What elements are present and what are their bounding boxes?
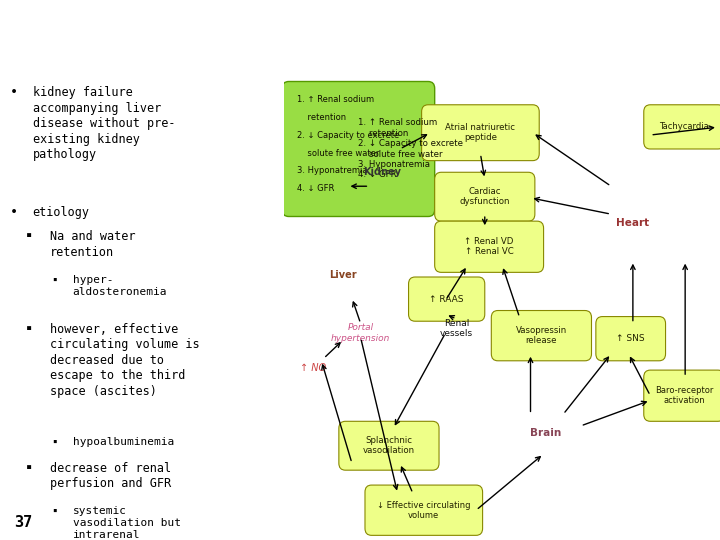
Text: Renal
vessels: Renal vessels bbox=[440, 319, 473, 338]
Text: ↑ NO: ↑ NO bbox=[300, 363, 325, 373]
Text: ↑ SNS: ↑ SNS bbox=[616, 334, 645, 343]
Text: ▪: ▪ bbox=[26, 230, 32, 240]
Text: Kidney: Kidney bbox=[364, 167, 402, 177]
Text: Liver: Liver bbox=[329, 269, 357, 280]
Text: ▪: ▪ bbox=[53, 437, 57, 446]
FancyBboxPatch shape bbox=[644, 105, 720, 149]
Text: kidney failure
accompanying liver
disease without pre-
existing kidney
pathology: kidney failure accompanying liver diseas… bbox=[32, 86, 175, 161]
FancyBboxPatch shape bbox=[644, 370, 720, 421]
FancyBboxPatch shape bbox=[435, 172, 535, 221]
FancyBboxPatch shape bbox=[282, 82, 435, 217]
Text: 3. Hyponatremia: 3. Hyponatremia bbox=[297, 166, 368, 175]
Text: ▪: ▪ bbox=[53, 275, 57, 284]
Text: systemic
vasodilation but
intrarenal
vasoconstriction: systemic vasodilation but intrarenal vas… bbox=[73, 506, 181, 540]
Text: 37: 37 bbox=[14, 515, 32, 530]
Text: 4. ↓ GFR: 4. ↓ GFR bbox=[297, 184, 335, 193]
Text: ↑ RAAS: ↑ RAAS bbox=[429, 295, 464, 303]
Text: solute free water: solute free water bbox=[297, 148, 380, 158]
Text: Brain: Brain bbox=[530, 428, 562, 438]
Text: Splanchnic
vasodilation: Splanchnic vasodilation bbox=[363, 436, 415, 455]
Text: •: • bbox=[10, 206, 18, 219]
FancyBboxPatch shape bbox=[422, 105, 539, 160]
Text: Tachycardia: Tachycardia bbox=[660, 123, 709, 131]
Text: •: • bbox=[10, 86, 18, 99]
FancyBboxPatch shape bbox=[365, 485, 482, 535]
FancyBboxPatch shape bbox=[596, 316, 665, 361]
FancyBboxPatch shape bbox=[339, 421, 439, 470]
Text: hypoalbuminemia: hypoalbuminemia bbox=[73, 437, 174, 447]
Text: 2. ↓ Capacity to excrete: 2. ↓ Capacity to excrete bbox=[297, 131, 400, 140]
Text: ▪: ▪ bbox=[26, 462, 32, 471]
Text: etiology: etiology bbox=[32, 206, 90, 219]
Text: Hepatorenal syndrome: Hepatorenal syndrome bbox=[9, 15, 618, 60]
Text: however, effective
circulating volume is
decreased due to
escape to the third
sp: however, effective circulating volume is… bbox=[50, 323, 199, 398]
Text: Cardiac
dysfunction: Cardiac dysfunction bbox=[459, 187, 510, 206]
Text: ▪: ▪ bbox=[26, 323, 32, 333]
Text: ▪: ▪ bbox=[53, 506, 57, 515]
Text: Na and water
retention: Na and water retention bbox=[50, 230, 135, 259]
Text: retention: retention bbox=[297, 113, 346, 122]
Text: Heart: Heart bbox=[616, 219, 649, 228]
Text: hyper-
aldosteronemia: hyper- aldosteronemia bbox=[73, 275, 167, 297]
Text: 1. ↑ Renal sodium
    retention
2. ↓ Capacity to excrete
    solute free water
3: 1. ↑ Renal sodium retention 2. ↓ Capacit… bbox=[359, 118, 464, 179]
Text: Portal
hypertension: Portal hypertension bbox=[331, 323, 390, 342]
Text: ↓ Effective circulating
volume: ↓ Effective circulating volume bbox=[377, 501, 471, 520]
Text: Atrial natriuretic
peptide: Atrial natriuretic peptide bbox=[446, 123, 516, 143]
FancyBboxPatch shape bbox=[408, 277, 485, 321]
FancyBboxPatch shape bbox=[435, 221, 544, 272]
Text: ↑ Renal VD
↑ Renal VC: ↑ Renal VD ↑ Renal VC bbox=[464, 237, 514, 256]
FancyBboxPatch shape bbox=[491, 310, 592, 361]
Text: decrease of renal
perfusion and GFR: decrease of renal perfusion and GFR bbox=[50, 462, 171, 490]
Text: Vasopressin
release: Vasopressin release bbox=[516, 326, 567, 346]
Text: 1. ↑ Renal sodium: 1. ↑ Renal sodium bbox=[297, 96, 374, 104]
Text: Baro-receptor
activation: Baro-receptor activation bbox=[655, 386, 714, 406]
